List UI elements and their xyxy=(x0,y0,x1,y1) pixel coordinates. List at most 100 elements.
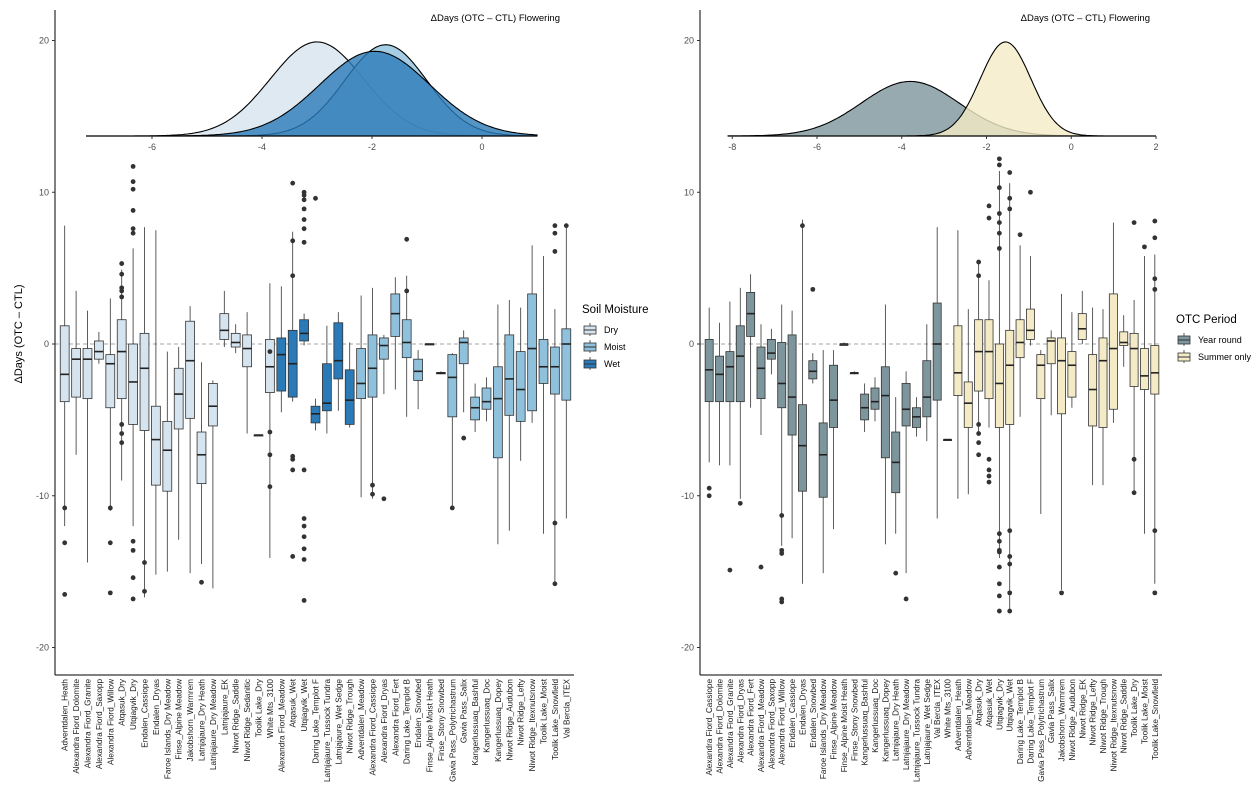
category-label: Endalen_Snowbed xyxy=(809,679,818,748)
outlier-point xyxy=(107,590,113,596)
box-iqr xyxy=(1140,348,1149,390)
category-label: Atqasuk_Dry xyxy=(975,678,984,726)
category-label: Toolik Lake_Dry xyxy=(1130,678,1139,737)
category-label: Endalen_Cassiope xyxy=(788,679,797,748)
category-label: Faroe Islands_Dry Meadow xyxy=(163,679,172,779)
box-iqr xyxy=(401,319,412,359)
box-10 xyxy=(173,347,184,540)
box-iqr xyxy=(974,319,984,392)
box-35 xyxy=(458,330,469,413)
outlier-point xyxy=(370,482,375,488)
outlier-point xyxy=(130,575,136,581)
category-label: Latnjajaure_Dry Heath xyxy=(892,679,901,761)
category-label: Niwot Ridge_Lefty xyxy=(517,678,526,745)
category-label: Alexandra Fiord_Dryas xyxy=(736,679,745,763)
box-iqr xyxy=(242,334,252,368)
box-23 xyxy=(943,438,952,442)
category-label: Alexandra Fiord_Granite xyxy=(84,679,93,769)
box-24 xyxy=(953,230,963,499)
density-x-tick-label: -4 xyxy=(258,142,266,152)
density-x-tick-label: -4 xyxy=(898,142,906,152)
outlier-point xyxy=(986,203,992,209)
outlier-point xyxy=(1007,561,1013,567)
box-iqr xyxy=(162,420,173,492)
box-25 xyxy=(344,342,355,428)
outlier-point xyxy=(1131,456,1137,462)
right-legend: OTC Period Year round Summer only xyxy=(1176,314,1252,363)
box-iqr xyxy=(128,343,138,425)
outlier-point xyxy=(1028,189,1033,195)
category-label: Utqiagvik_Wet xyxy=(300,678,309,731)
box-7 xyxy=(139,227,150,598)
outlier-point xyxy=(996,185,1002,191)
outlier-point xyxy=(290,273,296,279)
box-26 xyxy=(974,263,984,436)
box-iqr xyxy=(932,302,942,401)
outlier-point xyxy=(130,547,136,553)
category-label: Jakobshorn_Warmrem xyxy=(1058,679,1067,762)
category-label: Jakobshorn_Warmrem xyxy=(186,679,195,762)
box-iqr xyxy=(901,383,911,427)
box-iqr xyxy=(766,339,776,360)
category-label: Faroe Islands_Dry Meadow xyxy=(819,679,828,779)
outlier-point xyxy=(1059,590,1064,596)
box-7 xyxy=(777,304,787,546)
outlier-point xyxy=(130,208,136,213)
outlier-point xyxy=(267,452,273,458)
box-iqr xyxy=(71,348,81,398)
outlier-point xyxy=(986,467,992,473)
category-label: Adventdalen_Heath xyxy=(61,679,70,751)
outlier-point xyxy=(290,180,296,186)
outlier-point xyxy=(976,259,982,265)
outlier-point xyxy=(62,540,68,546)
outlier-point xyxy=(996,538,1002,544)
box-iqr xyxy=(1119,331,1129,346)
outlier-point xyxy=(301,467,307,473)
outlier-point xyxy=(119,285,125,291)
outlier-point xyxy=(779,547,785,553)
box-iqr xyxy=(493,366,503,459)
box-iqr xyxy=(550,346,560,395)
box-iqr xyxy=(725,351,735,403)
box-iqr xyxy=(196,431,207,485)
box-iqr xyxy=(94,340,104,360)
outlier-point xyxy=(986,456,992,462)
outlier-point xyxy=(301,217,307,222)
outlier-point xyxy=(552,249,558,254)
outlier-point xyxy=(130,226,136,232)
density-x-tick-label: -6 xyxy=(813,142,821,152)
left-density-panel: -6 -4 -2 0 ΔDays (OTC – CTL) Flowering xyxy=(86,13,560,152)
outlier-point xyxy=(301,546,307,552)
outlier-point xyxy=(130,186,136,192)
box-10 xyxy=(808,353,818,384)
outlier-point xyxy=(301,598,307,603)
category-label: Alexandra Fiord_Willow xyxy=(778,679,787,765)
outlier-point xyxy=(142,588,147,594)
density-x-tick-label: 0 xyxy=(1069,142,1074,152)
outlier-point xyxy=(370,491,375,497)
box-35 xyxy=(1067,312,1077,408)
box-iqr xyxy=(390,293,401,337)
box-21 xyxy=(922,324,932,442)
category-label: Latnjajaure_Wet Sedge xyxy=(923,679,932,765)
category-label: Niwot Ridge_Audubon xyxy=(1068,679,1077,761)
box-1 xyxy=(71,290,81,455)
legend-title: Soil Moisture xyxy=(582,304,648,316)
density-x-tick-label: -8 xyxy=(728,142,736,152)
box-iqr xyxy=(356,348,366,400)
box-21 xyxy=(299,313,309,346)
box-iqr xyxy=(787,334,797,436)
box-3 xyxy=(735,287,745,499)
outlier-point xyxy=(996,531,1002,537)
box-20 xyxy=(912,397,921,437)
category-label: Finse_Alpine Moist Heath xyxy=(426,679,435,773)
outlier-point xyxy=(996,593,1002,599)
outlier-point xyxy=(301,534,307,540)
density-x-tick-label: 0 xyxy=(479,142,484,152)
outlier-point xyxy=(552,520,558,526)
outlier-point xyxy=(996,230,1002,236)
right-density-panel: -8 -6 -4 -2 0 2 ΔDays (OTC – CTL) Flowering xyxy=(727,13,1159,152)
box-20 xyxy=(287,231,298,402)
